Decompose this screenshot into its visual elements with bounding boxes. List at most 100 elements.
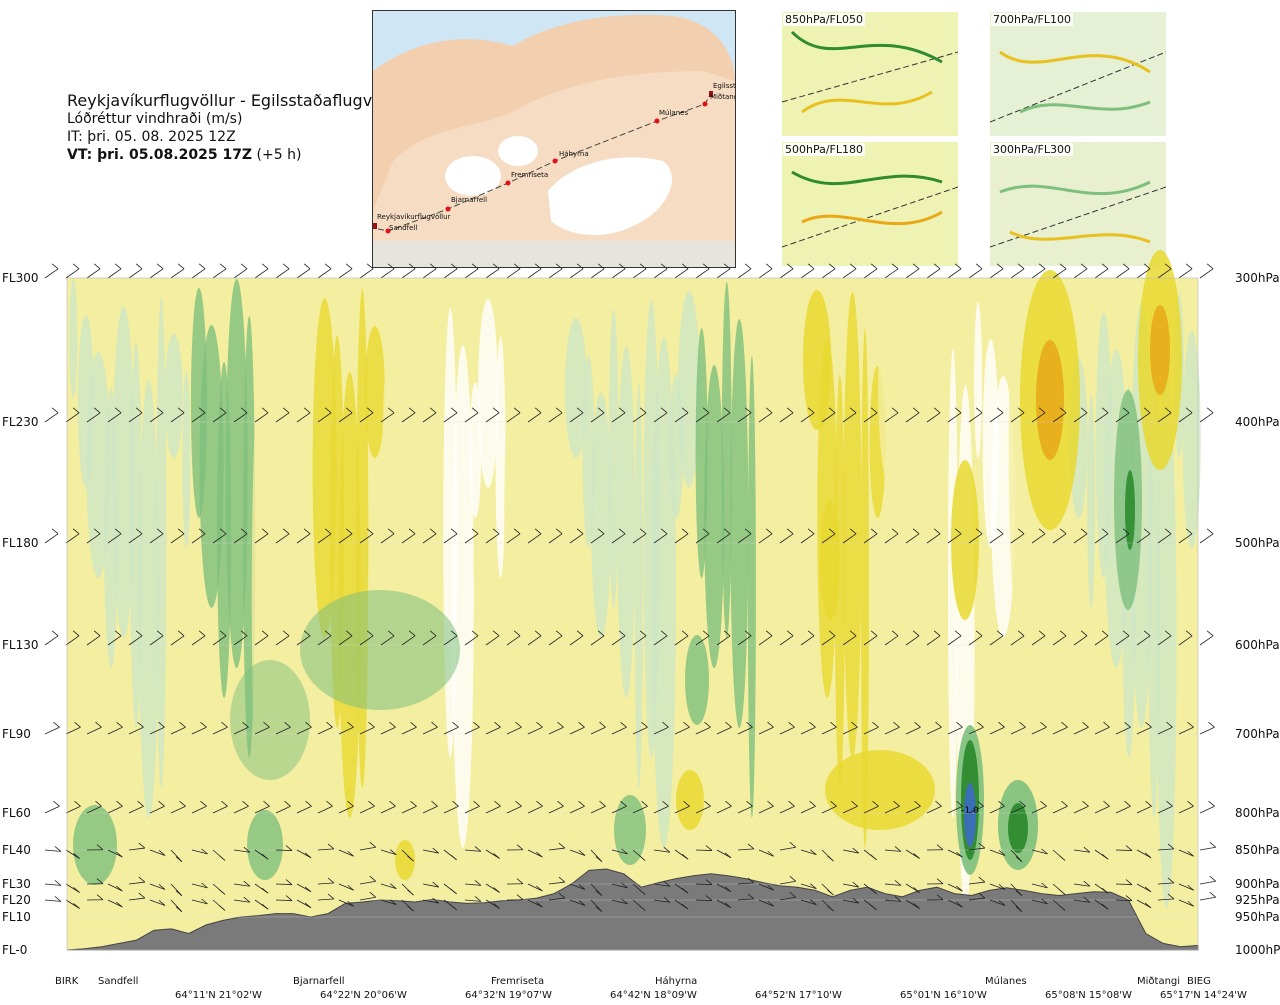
wind-barb — [107, 726, 123, 735]
wind-barb-feather — [1208, 721, 1215, 728]
wind-barb — [485, 635, 500, 646]
wind-barb — [590, 268, 605, 279]
wind-barb-feather — [870, 888, 877, 895]
wind-barb-feather — [870, 904, 877, 911]
wind-barb-feather — [54, 896, 62, 902]
wind-barb-feather — [765, 407, 773, 414]
thumbnail-300[interactable]: 300hPa/FL300 — [990, 142, 1166, 266]
wind-barb — [926, 533, 941, 544]
wind-barb-feather — [638, 889, 646, 895]
wind-barb — [842, 726, 858, 735]
wind-barb-feather — [116, 800, 123, 807]
wind-barb-feather — [261, 263, 269, 270]
wind-barb — [989, 849, 1006, 856]
wind-barb-feather — [1083, 896, 1091, 903]
wind-barb-feather — [450, 888, 457, 895]
downdraft-core — [685, 635, 709, 725]
wind-barb — [443, 412, 458, 423]
wind-barb-feather — [431, 721, 438, 728]
wind-barb-feather — [996, 263, 1004, 270]
wind-barb-feather — [218, 905, 226, 911]
thumbnail-850[interactable]: 850hPa/FL050 — [782, 12, 958, 136]
wind-barb — [905, 805, 921, 814]
map-label-sandfell: Sandfell — [389, 224, 418, 232]
updraft-region — [676, 770, 704, 830]
wind-barb-feather — [618, 263, 626, 270]
thumbnail-700[interactable]: 700hPa/FL100 — [990, 12, 1166, 136]
velocity-streak — [138, 380, 159, 818]
wind-barb-feather — [1125, 845, 1133, 851]
wind-barb — [275, 268, 290, 279]
velocity-streak — [364, 326, 385, 458]
wind-barb — [86, 635, 101, 646]
wind-barb — [1115, 268, 1130, 279]
wind-barb-feather — [369, 841, 377, 848]
wind-barb-feather — [621, 882, 628, 889]
wind-barb-feather — [432, 897, 439, 904]
wind-barb-feather — [219, 263, 227, 270]
wind-barb-feather — [1017, 263, 1025, 270]
velocity-streak — [947, 348, 958, 818]
wind-barb — [968, 533, 983, 544]
wind-barb-feather — [998, 721, 1005, 728]
wind-barb — [527, 883, 543, 892]
wind-barb-feather — [1125, 895, 1133, 901]
wind-barb-feather — [1101, 630, 1109, 637]
wind-barb — [359, 635, 374, 646]
pressure-level-label: 500hPa — [1235, 536, 1280, 550]
thumbnail-500[interactable]: 500hPa/FL180 — [782, 142, 958, 266]
wind-barb — [569, 883, 586, 890]
wind-barb — [443, 805, 459, 814]
wind-barb — [590, 805, 606, 814]
wind-barb-feather — [452, 800, 459, 807]
wind-barb-feather — [894, 880, 902, 886]
wind-barb — [863, 268, 878, 279]
wind-barb — [1031, 849, 1048, 855]
wind-barb-feather — [1059, 407, 1067, 414]
wind-barb — [926, 635, 941, 646]
wind-barb-feather — [51, 407, 59, 414]
wind-barb-feather — [471, 528, 479, 535]
wind-barb — [653, 412, 668, 423]
wind-barb-feather — [724, 886, 732, 893]
wind-barb-feather — [1185, 263, 1193, 270]
wind-barb-feather — [473, 800, 480, 807]
wind-barb — [1136, 899, 1152, 909]
wind-barb-feather — [285, 879, 293, 885]
wind-barb-feather — [852, 881, 859, 888]
wind-barb — [401, 726, 417, 735]
wind-barb-feather — [493, 887, 500, 893]
wind-barb-feather — [638, 855, 646, 861]
wind-barb-feather — [936, 878, 944, 885]
wind-barb-feather — [827, 905, 834, 912]
wind-barb — [170, 533, 185, 544]
wind-barb-feather — [471, 630, 479, 637]
wind-barb — [296, 533, 311, 544]
velocity-streak — [678, 291, 701, 488]
wind-barb-feather — [1038, 630, 1046, 637]
wind-barb-feather — [933, 263, 941, 270]
wind-barb — [44, 268, 59, 279]
velocity-streak — [477, 299, 498, 488]
wind-barb — [947, 635, 962, 646]
wind-barb-feather — [956, 800, 963, 807]
wind-barb-feather — [387, 528, 395, 535]
route-map[interactable]: Reykjavíkurflugvöllur Sandfell Bjarnarfe… — [372, 10, 736, 268]
wind-barb — [905, 412, 920, 423]
wind-barb — [737, 726, 753, 735]
wind-barb-feather — [849, 263, 857, 270]
wind-barb — [905, 533, 920, 544]
waypoint-label: BIEG — [1187, 976, 1211, 987]
wind-barb-feather — [408, 407, 416, 414]
wind-barb-feather — [558, 892, 566, 899]
wind-barb — [1178, 805, 1194, 814]
wind-barb-feather — [576, 407, 584, 414]
wind-barb — [1199, 726, 1215, 735]
wind-barb-feather — [555, 407, 563, 414]
wind-barb-feather — [369, 875, 377, 882]
wind-barb-feather — [366, 407, 374, 414]
wind-barb — [149, 268, 164, 279]
wind-barb — [107, 805, 123, 814]
wind-barb — [1094, 726, 1110, 735]
wind-barb-feather — [156, 630, 164, 637]
